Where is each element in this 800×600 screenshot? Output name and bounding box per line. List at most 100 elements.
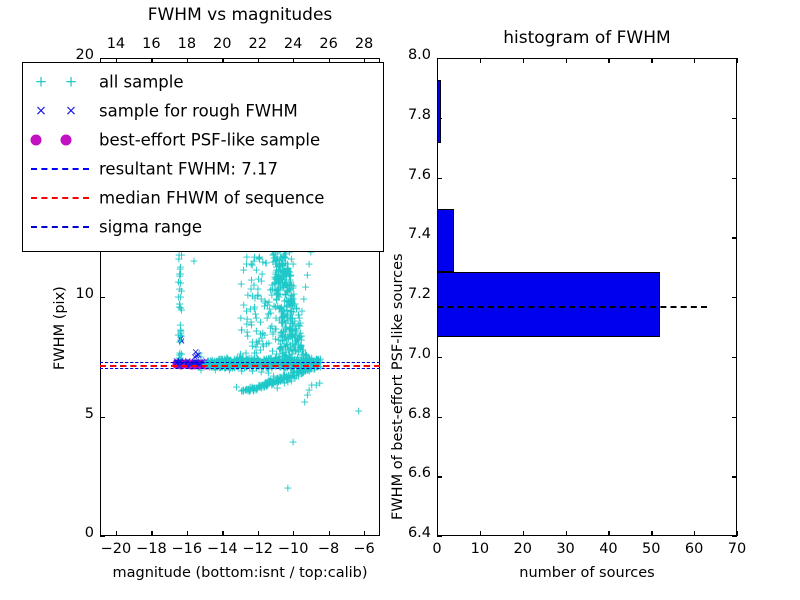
scatter-point-all-sample: + (285, 323, 295, 337)
scatter-point-all-sample: + (277, 352, 287, 366)
scatter-point-all-sample: + (267, 377, 277, 391)
scatter-point-all-sample: + (272, 252, 282, 266)
histogram-ytick (437, 536, 442, 538)
histogram-ytick-label-6: 7.6 (407, 166, 431, 183)
scatter-point-all-sample: + (251, 335, 262, 349)
scatter-point-all-sample: + (276, 278, 286, 292)
scatter-point-all-sample: + (249, 383, 259, 397)
scatter-point-all-sample: + (242, 325, 252, 339)
scatter-point-all-sample: + (270, 254, 280, 268)
scatter-top-xtick (151, 58, 153, 63)
scatter-point-all-sample: + (299, 352, 309, 366)
histogram-ytick-label-5: 7.4 (407, 226, 431, 243)
scatter-point-all-sample: + (265, 374, 275, 388)
scatter-point-all-sample: + (260, 378, 270, 392)
scatter-point-all-sample: + (278, 258, 288, 272)
scatter-point-all-sample: + (246, 383, 256, 397)
scatter-point-all-sample: + (254, 380, 265, 394)
scatter-point-all-sample: + (283, 343, 294, 357)
scatter-point-all-sample: + (259, 380, 270, 394)
scatter-point-all-sample: + (263, 307, 273, 321)
scatter-point-all-sample: + (286, 295, 296, 309)
scatter-point-all-sample: + (258, 337, 268, 351)
scatter-point-all-sample: + (282, 293, 292, 307)
scatter-point-all-sample: + (304, 360, 314, 374)
scatter-point-all-sample: + (175, 262, 185, 276)
scatter-point-all-sample: + (300, 347, 311, 360)
scatter-point-all-sample: + (293, 318, 304, 332)
scatter-point-all-sample: + (276, 374, 286, 388)
scatter-point-all-sample: + (278, 257, 288, 271)
scatter-point-all-sample: + (289, 369, 299, 383)
scatter-point-all-sample: + (175, 318, 185, 332)
scatter-point-all-sample: + (274, 253, 284, 267)
scatter-point-all-sample: + (256, 378, 266, 392)
scatter-point-all-sample: + (272, 270, 282, 284)
scatter-top-xtick-label-5: 24 (283, 36, 303, 52)
scatter-point-all-sample: + (174, 252, 184, 266)
scatter-point-all-sample: + (278, 372, 288, 386)
scatter-point-all-sample: + (305, 352, 315, 366)
histogram-ytick-right (732, 177, 737, 179)
scatter-point-all-sample: + (276, 280, 286, 294)
scatter-xtick-label-4: −12 (242, 541, 274, 557)
scatter-point-all-sample: + (304, 383, 314, 397)
scatter-point-all-sample: + (269, 299, 279, 313)
scatter-point-all-sample: + (279, 330, 290, 344)
scatter-point-all-sample: + (210, 360, 221, 374)
scatter-point-all-sample: + (275, 287, 285, 301)
scatter-point-all-sample: + (281, 345, 291, 359)
scatter-point-all-sample: + (274, 258, 285, 272)
scatter-point-all-sample: + (275, 370, 285, 384)
scatter-point-all-sample: + (175, 328, 185, 342)
scatter-point-all-sample: + (251, 311, 261, 325)
scatter-point-all-sample: + (272, 284, 282, 298)
scatter-point-all-sample: + (287, 353, 297, 367)
scatter-point-all-sample: + (279, 266, 289, 280)
scatter-top-xtick (293, 58, 295, 63)
scatter-point-all-sample: + (287, 324, 297, 338)
scatter-point-all-sample: + (206, 360, 216, 374)
scatter-point-all-sample: + (276, 271, 286, 285)
scatter-point-all-sample: + (295, 342, 305, 356)
legend-row-5: sigma range (23, 212, 383, 241)
scatter-point-all-sample: + (212, 360, 222, 374)
scatter-point-all-sample: + (285, 370, 295, 384)
scatter-point-all-sample: + (281, 277, 291, 291)
scatter-point-all-sample: + (253, 272, 264, 286)
scatter-point-all-sample: + (258, 378, 268, 392)
scatter-point-all-sample: + (276, 269, 286, 283)
scatter-point-all-sample: + (312, 353, 322, 367)
scatter-point-all-sample: + (272, 371, 282, 385)
scatter-point-all-sample: + (249, 381, 260, 395)
scatter-ytick-label-2: 10 (75, 286, 94, 302)
scatter-point-all-sample: + (256, 356, 266, 370)
scatter-point-all-sample: + (271, 374, 281, 388)
scatter-point-all-sample: + (302, 348, 312, 362)
scatter-point-all-sample: + (277, 373, 287, 387)
scatter-point-all-sample: + (239, 263, 249, 277)
scatter-point-all-sample: + (175, 282, 185, 296)
scatter-point-all-sample: + (284, 269, 295, 283)
histogram-ytick-label-2: 6.8 (407, 405, 431, 422)
scatter-point-all-sample: + (290, 331, 300, 345)
plus-marker-icon: + (64, 72, 78, 90)
histogram-ytick-right (732, 416, 737, 418)
scatter-point-all-sample: + (238, 384, 248, 398)
scatter-point-all-sample: + (285, 295, 295, 309)
scatter-point-all-sample: + (283, 332, 293, 346)
histogram-title: histogram of FWHM (503, 28, 671, 48)
scatter-point-all-sample: + (243, 288, 253, 302)
scatter-point-all-sample: + (270, 270, 280, 284)
scatter-point-all-sample: + (285, 370, 295, 384)
scatter-point-all-sample: + (266, 375, 276, 389)
scatter-point-all-sample: + (290, 371, 300, 385)
scatter-point-all-sample: + (290, 297, 300, 311)
scatter-point-all-sample: + (280, 316, 291, 330)
scatter-point-all-sample: + (271, 275, 281, 289)
scatter-point-all-sample: + (273, 352, 283, 366)
scatter-point-all-sample: + (279, 265, 289, 279)
scatter-xtick-label-0: −20 (100, 541, 132, 557)
scatter-point-all-sample: + (246, 318, 257, 332)
histogram-data-layer (437, 58, 737, 536)
